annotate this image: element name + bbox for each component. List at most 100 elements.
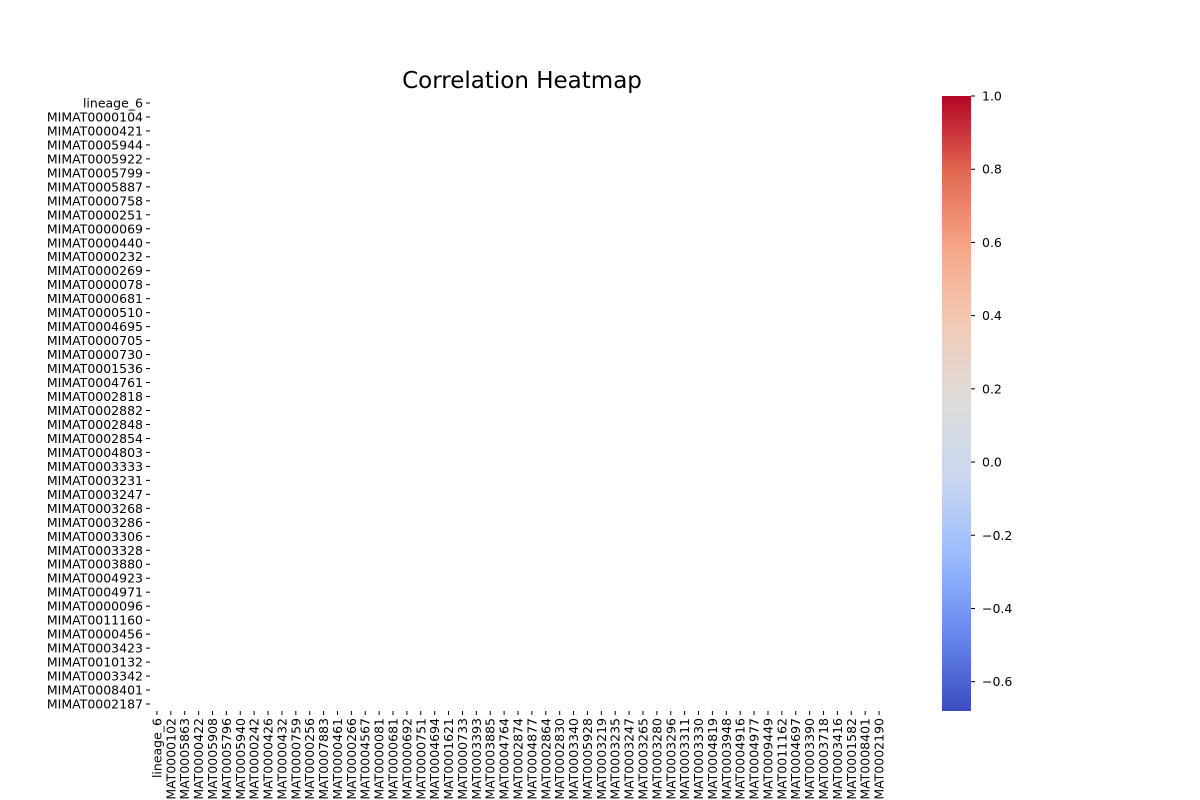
- colorbar-tick-label: −0.6: [982, 674, 1012, 689]
- colorbar-tick-label: 0.8: [982, 162, 1002, 177]
- col-tick-label: MIMAT0000681: [386, 718, 401, 800]
- col-tick-label: MIMAT0000422: [191, 718, 206, 800]
- col-tick-label: MIMAT0003340: [566, 718, 581, 800]
- row-tick-label: MIMAT0000078: [47, 277, 143, 292]
- col-tick-label: MIMAT0003393: [469, 718, 484, 800]
- col-tick-label: MIMAT0000242: [247, 718, 262, 800]
- col-tick-label: MIMAT0000256: [302, 718, 317, 800]
- row-tick-label: MIMAT0002854: [47, 431, 143, 446]
- row-tick-label: MIMAT0000510: [47, 305, 143, 320]
- col-tick-label: MIMAT0005796: [219, 718, 234, 800]
- colorbar-tick-label: 0.6: [982, 235, 1002, 250]
- colorbar-tick-label: 0.0: [982, 455, 1002, 470]
- col-tick-label: MIMAT0003416: [830, 718, 845, 800]
- row-tick-label: MIMAT0002848: [47, 417, 143, 432]
- col-tick-label: MIMAT0011162: [774, 718, 789, 800]
- col-tick-label: MIMAT0004877: [524, 718, 539, 800]
- row-tick-label: MIMAT0011160: [47, 613, 143, 628]
- row-tick-label: MIMAT0000232: [47, 249, 143, 264]
- col-tick-label: MIMAT0008401: [858, 718, 873, 800]
- row-tick-label: MIMAT0000758: [47, 193, 143, 208]
- col-tick-label: MIMAT0000081: [372, 718, 387, 800]
- row-tick-label: MIMAT0001536: [47, 361, 143, 376]
- colorbar-gradient: [942, 96, 971, 711]
- col-tick-label: MIMAT0000751: [413, 718, 428, 800]
- col-tick-label: MIMAT0003219: [594, 718, 609, 800]
- col-tick-label: MIMAT0004819: [705, 718, 720, 800]
- col-tick-label: MIMAT0000759: [288, 718, 303, 800]
- col-tick-label: MIMAT0000102: [163, 718, 178, 800]
- column-tick-labels: lineage_6MIMAT0000102MIMAT0005863MIMAT00…: [149, 711, 887, 800]
- row-tick-label: MIMAT0003247: [47, 487, 143, 502]
- colorbar-tick-label: 1.0: [982, 89, 1002, 104]
- col-tick-label: MIMAT0004916: [733, 718, 748, 800]
- row-tick-label: MIMAT0005944: [47, 137, 143, 152]
- row-tick-label: MIMAT0004971: [47, 585, 143, 600]
- col-tick-label: MIMAT0005908: [205, 718, 220, 800]
- col-tick-label: MIMAT0004567: [358, 718, 373, 800]
- col-tick-label: MIMAT0004764: [497, 718, 512, 800]
- col-tick-label: MIMAT0007883: [316, 718, 331, 800]
- col-tick-label: MIMAT0002864: [538, 718, 553, 800]
- row-tick-label: MIMAT0005887: [47, 179, 143, 194]
- col-tick-label: MIMAT0003718: [816, 718, 831, 800]
- row-tick-label: MIMAT0000456: [47, 627, 143, 642]
- col-tick-label: MIMAT0005940: [233, 718, 248, 800]
- colorbar-tick-label: −0.4: [982, 601, 1012, 616]
- chart-title: Correlation Heatmap: [402, 68, 642, 94]
- col-tick-label: MIMAT0004977: [747, 718, 762, 800]
- row-tick-label: MIMAT0010132: [47, 655, 143, 670]
- row-tick-label: MIMAT0003286: [47, 515, 143, 530]
- col-tick-label: MIMAT0002830: [552, 718, 567, 800]
- row-tick-label: MIMAT0000681: [47, 291, 143, 306]
- colorbar-tick-labels: −0.6 −0.4 −0.2 0.0 0.2 0.4 0.6 0.8 1.0: [971, 89, 1012, 689]
- row-tick-label: MIMAT0000096: [47, 599, 143, 614]
- row-tick-label: MIMAT0003342: [47, 669, 143, 684]
- row-tick-label: MIMAT0000705: [47, 333, 143, 348]
- row-tick-label: MIMAT0005922: [47, 151, 143, 166]
- row-tick-label: MIMAT0000421: [47, 123, 143, 138]
- row-tick-label: MIMAT0003328: [47, 543, 143, 558]
- col-tick-label: MIMAT0003948: [719, 718, 734, 800]
- col-tick-label: MIMAT0003885: [483, 718, 498, 800]
- col-tick-label: MIMAT0003311: [677, 718, 692, 800]
- row-tick-label: MIMAT0002818: [47, 389, 143, 404]
- row-tick-label: MIMAT0005799: [47, 165, 143, 180]
- row-tick-label: MIMAT0003333: [47, 459, 143, 474]
- colorbar-tick-label: 0.4: [982, 308, 1002, 323]
- col-tick-label: MIMAT0003330: [691, 718, 706, 800]
- colorbar-tick-label: −0.2: [982, 528, 1012, 543]
- row-tick-label: MIMAT0003880: [47, 557, 143, 572]
- col-tick-label: MIMAT0004694: [427, 718, 442, 800]
- row-tick-label: MIMAT0004923: [47, 571, 143, 586]
- col-tick-label: MIMAT0000426: [261, 718, 276, 800]
- row-tick-label: MIMAT0003231: [47, 473, 143, 488]
- col-tick-label: MIMAT0003247: [622, 718, 637, 800]
- col-tick-label: MIMAT0003390: [802, 718, 817, 800]
- row-tick-label: MIMAT0008401: [47, 683, 143, 698]
- col-tick-label: MIMAT0005863: [177, 718, 192, 800]
- row-tick-label: MIMAT0000269: [47, 263, 143, 278]
- row-tick-label: MIMAT0004761: [47, 375, 143, 390]
- col-tick-label: MIMAT0003235: [608, 718, 623, 800]
- row-tick-label: MIMAT0000104: [47, 109, 143, 124]
- col-tick-label: MIMAT0001582: [844, 718, 859, 800]
- col-tick-label: MIMAT0002190: [872, 718, 887, 800]
- row-tick-label: MIMAT0002882: [47, 403, 143, 418]
- col-tick-label: MIMAT0004697: [788, 718, 803, 800]
- col-tick-label: lineage_6: [149, 718, 164, 778]
- row-tick-label: lineage_6: [83, 95, 143, 110]
- row-tick-label: MIMAT0004803: [47, 445, 143, 460]
- col-tick-label: MIMAT0002874: [511, 718, 526, 800]
- col-tick-label: MIMAT0003265: [635, 718, 650, 800]
- row-tick-label: MIMAT0002187: [47, 697, 143, 712]
- col-tick-label: MIMAT0003296: [663, 718, 678, 800]
- col-tick-label: MIMAT0000692: [399, 718, 414, 800]
- col-tick-label: MIMAT0003280: [649, 718, 664, 800]
- colorbar: −0.6 −0.4 −0.2 0.0 0.2 0.4 0.6 0.8 1.0: [942, 89, 1012, 711]
- row-tick-labels: lineage_6MIMAT0000104MIMAT0000421MIMAT00…: [47, 95, 150, 712]
- col-tick-label: MIMAT0000266: [344, 718, 359, 800]
- row-tick-label: MIMAT0003423: [47, 641, 143, 656]
- row-tick-label: MIMAT0000251: [47, 207, 143, 222]
